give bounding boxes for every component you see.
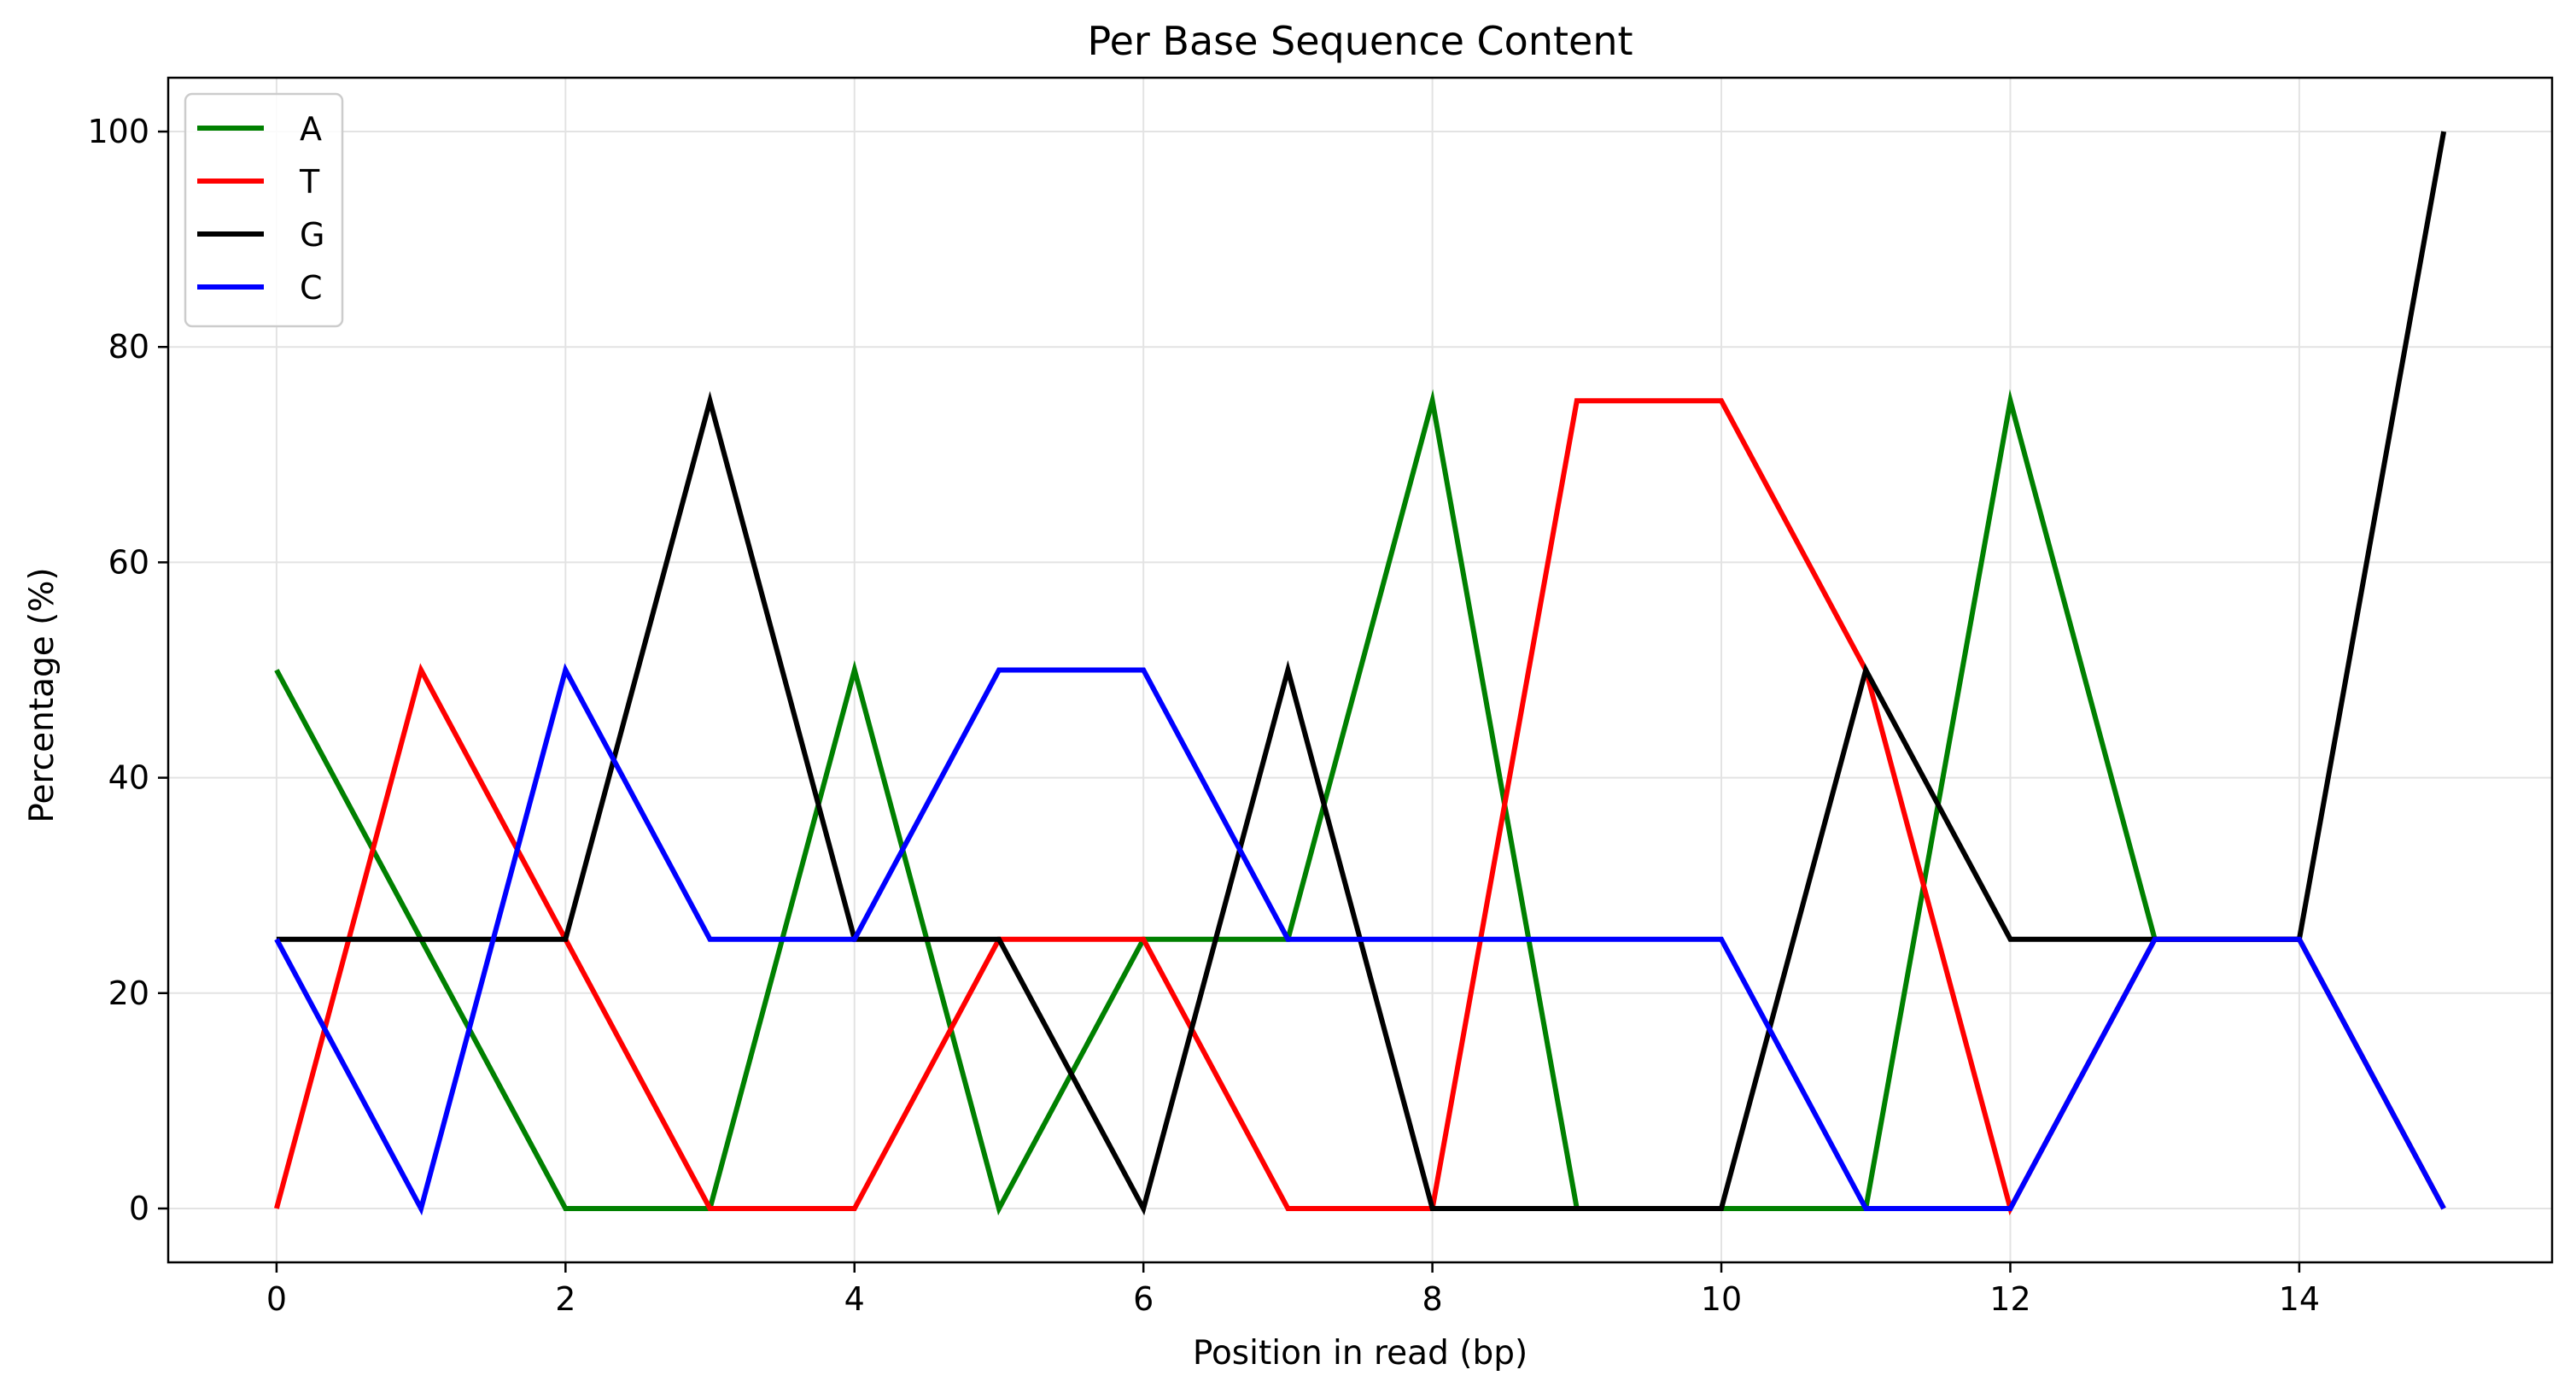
x-tick-label: 4 — [844, 1280, 865, 1318]
grid-lines — [168, 78, 2552, 1262]
axes: 0 2 4 6 8 10 12 14 0 20 40 60 80 100 — [87, 76, 2554, 1318]
series-lines — [274, 131, 2447, 1216]
y-axis-label: Percentage (%) — [23, 567, 61, 822]
legend-label-T: T — [299, 163, 320, 201]
x-tick-label: 12 — [1989, 1280, 2030, 1318]
plot-frame — [166, 76, 2554, 1264]
chart-title: Per Base Sequence Content — [1087, 18, 1633, 64]
x-tick-label: 6 — [1133, 1280, 1154, 1318]
series-line-A — [274, 389, 2446, 1216]
x-tick-label: 8 — [1422, 1280, 1443, 1318]
x-tick-label: 2 — [555, 1280, 575, 1318]
legend-box — [184, 92, 344, 328]
legend-label-A: A — [300, 110, 322, 148]
legend-label-C: C — [300, 269, 323, 307]
x-tick-label: 14 — [2279, 1280, 2320, 1318]
legend-label-G: G — [300, 216, 324, 254]
x-tick-label: 10 — [1701, 1280, 1742, 1318]
y-tick-label: 80 — [108, 328, 149, 366]
x-tick-label: 0 — [266, 1280, 287, 1318]
y-tick-label: 60 — [108, 543, 149, 581]
y-tick-label: 40 — [108, 759, 149, 797]
x-axis-label: Position in read (bp) — [1193, 1334, 1527, 1373]
series-line-C — [274, 663, 2446, 1216]
y-tick-label: 100 — [87, 113, 149, 150]
y-tick-label: 20 — [108, 975, 149, 1012]
y-tick-label: 0 — [129, 1190, 149, 1227]
